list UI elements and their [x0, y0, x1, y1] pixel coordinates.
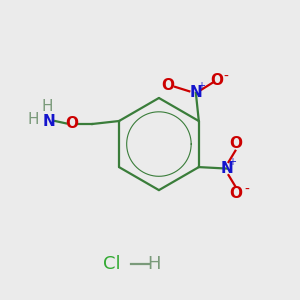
Text: H: H: [148, 255, 161, 273]
Text: N: N: [221, 161, 233, 176]
Text: H: H: [42, 99, 53, 114]
Text: N: N: [43, 113, 56, 128]
Text: -: -: [224, 70, 229, 84]
Text: Cl: Cl: [103, 255, 120, 273]
Text: O: O: [65, 116, 78, 131]
Text: -: -: [245, 182, 250, 197]
Text: H: H: [27, 112, 39, 127]
Text: O: O: [230, 136, 242, 151]
Text: +: +: [197, 81, 205, 91]
Text: +: +: [228, 157, 236, 167]
Text: O: O: [230, 186, 242, 201]
Text: N: N: [190, 85, 202, 100]
Text: O: O: [162, 78, 175, 93]
Text: O: O: [210, 74, 223, 88]
